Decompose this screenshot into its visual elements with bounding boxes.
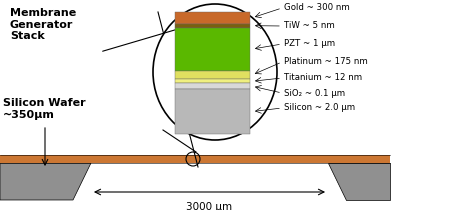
- Polygon shape: [328, 163, 390, 200]
- Bar: [175, 79, 250, 83]
- Text: Silicon Wafer
~350μm: Silicon Wafer ~350μm: [3, 98, 86, 120]
- Text: PZT ~ 1 μm: PZT ~ 1 μm: [284, 39, 335, 49]
- Text: Silicon ~ 2.0 μm: Silicon ~ 2.0 μm: [284, 104, 355, 113]
- Bar: [175, 71, 250, 79]
- Text: SiO₂ ~ 0.1 μm: SiO₂ ~ 0.1 μm: [284, 88, 345, 97]
- Text: Platinum ~ 175 nm: Platinum ~ 175 nm: [284, 58, 368, 67]
- Polygon shape: [0, 163, 91, 200]
- Ellipse shape: [153, 4, 277, 140]
- Bar: [0, 155, 390, 163]
- Bar: [175, 28, 250, 71]
- Bar: [175, 12, 250, 24]
- Text: Titanium ~ 12 nm: Titanium ~ 12 nm: [284, 74, 362, 83]
- Bar: [175, 89, 250, 134]
- Text: Membrane
Generator
Stack: Membrane Generator Stack: [10, 8, 76, 41]
- Text: TiW ~ 5 nm: TiW ~ 5 nm: [284, 21, 335, 30]
- Bar: [175, 24, 250, 28]
- Bar: [175, 83, 250, 89]
- Text: 3000 μm: 3000 μm: [187, 202, 232, 210]
- Text: Gold ~ 300 nm: Gold ~ 300 nm: [284, 4, 350, 13]
